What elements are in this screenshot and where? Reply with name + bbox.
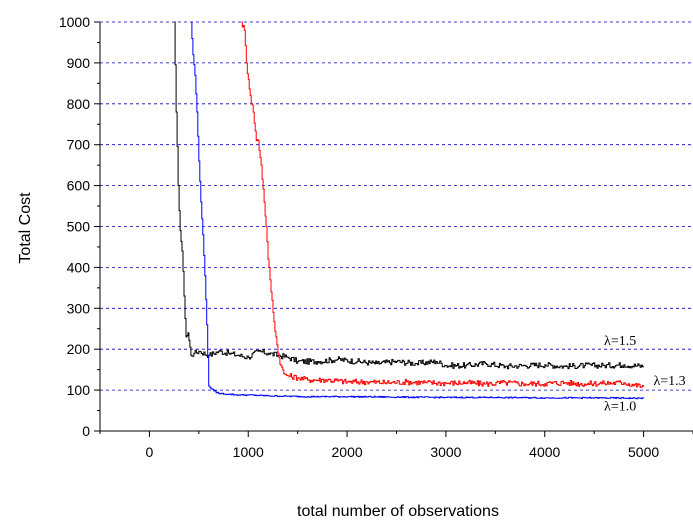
y-tick-label: 700 xyxy=(67,137,91,153)
series-label: λ=1.0 xyxy=(604,400,636,415)
y-tick-label: 0 xyxy=(82,423,90,439)
x-tick-label: 1000 xyxy=(233,444,264,460)
x-tick-label: 3000 xyxy=(430,444,461,460)
series-line xyxy=(190,21,645,400)
labels: λ=1.5 λ=1.3 λ=1.0 xyxy=(604,334,686,414)
series-line xyxy=(174,21,645,370)
y-tick-label: 500 xyxy=(67,219,91,235)
x-tick-label: 0 xyxy=(146,444,154,460)
x-tick-label: 4000 xyxy=(529,444,560,460)
y-tick-label: 900 xyxy=(67,55,91,71)
y-axis-title: Total Cost xyxy=(17,192,34,264)
series-group xyxy=(174,21,645,400)
series-label: λ=1.5 xyxy=(604,334,636,349)
y-tick-label: 300 xyxy=(67,300,91,316)
y-tick-label: 400 xyxy=(67,259,91,275)
axes: 0 100 200 300 400 500 600 700 800 900 1000 0 1000 200… xyxy=(59,14,693,460)
y-tick-label: 800 xyxy=(67,96,91,112)
x-tick-label: 5000 xyxy=(628,444,659,460)
series-line xyxy=(241,21,645,388)
y-tick-label: 1000 xyxy=(59,14,90,30)
y-tick-label: 100 xyxy=(67,382,91,398)
y-tick-label: 200 xyxy=(67,341,91,357)
x-axis-title: total number of observations xyxy=(297,503,499,520)
y-tick-label: 600 xyxy=(67,178,91,194)
x-tick-label: 2000 xyxy=(332,444,363,460)
series-label: λ=1.3 xyxy=(653,374,685,389)
